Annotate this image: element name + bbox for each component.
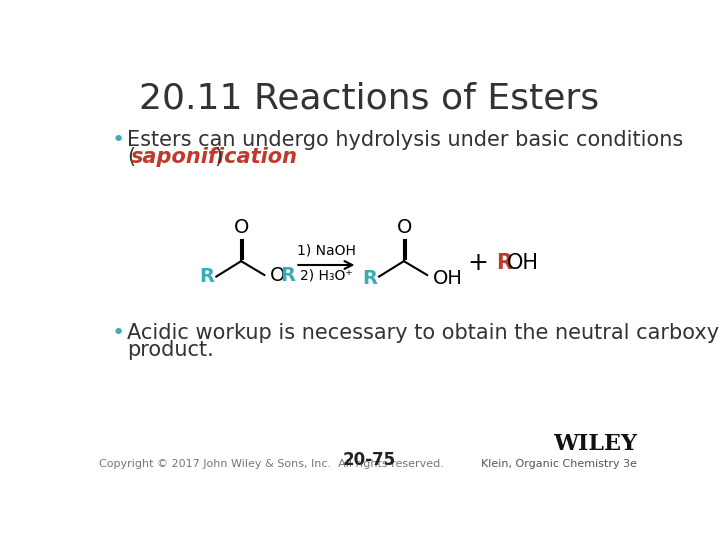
Text: 1) NaOH: 1) NaOH xyxy=(297,244,356,257)
Text: O: O xyxy=(397,218,413,237)
Text: (: ( xyxy=(127,147,135,167)
Text: product.: product. xyxy=(127,340,214,360)
Text: Acidic workup is necessary to obtain the neutral carboxylic acid: Acidic workup is necessary to obtain the… xyxy=(127,323,720,343)
Text: saponification: saponification xyxy=(131,147,298,167)
Text: OH: OH xyxy=(507,253,539,273)
Text: ): ) xyxy=(214,147,222,167)
Text: WILEY: WILEY xyxy=(553,433,637,455)
Text: +: + xyxy=(467,252,488,275)
Text: Copyright © 2017 John Wiley & Sons, Inc.  All rights reserved.: Copyright © 2017 John Wiley & Sons, Inc.… xyxy=(99,459,444,469)
Text: R: R xyxy=(199,267,215,286)
Text: Klein, Organic Chemistry 3e: Klein, Organic Chemistry 3e xyxy=(481,459,637,469)
Text: •: • xyxy=(112,323,125,343)
Text: R: R xyxy=(362,268,377,288)
Text: R: R xyxy=(280,266,295,285)
Text: •: • xyxy=(112,130,125,150)
Text: R: R xyxy=(496,253,512,273)
Text: 20.11 Reactions of Esters: 20.11 Reactions of Esters xyxy=(139,82,599,116)
Text: 2) H₃O⁺: 2) H₃O⁺ xyxy=(300,269,353,283)
Text: OH: OH xyxy=(433,268,462,288)
Text: O: O xyxy=(270,266,285,285)
Text: 20-75: 20-75 xyxy=(343,451,395,469)
Text: O: O xyxy=(234,218,250,237)
Text: Esters can undergo hydrolysis under basic conditions: Esters can undergo hydrolysis under basi… xyxy=(127,130,683,150)
